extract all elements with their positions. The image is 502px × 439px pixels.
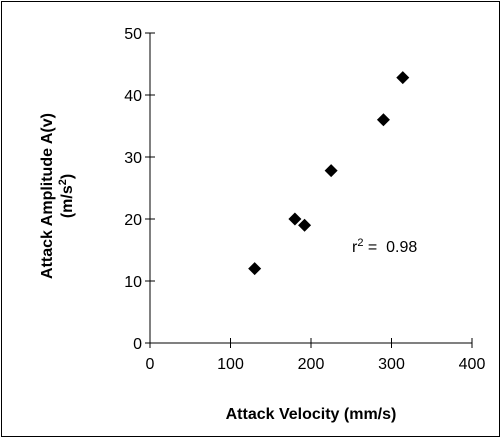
y-axis-title-line1: Attack Amplitude A(v) — [39, 113, 56, 279]
axes — [149, 33, 472, 344]
data-point-diamond — [324, 164, 338, 178]
y-tick-label: 40 — [124, 88, 142, 105]
y-axis-unit-sup: 2 — [57, 179, 69, 185]
y-axis-unit-prefix: (m/s — [59, 185, 76, 218]
r-squared-sup: 2 — [357, 237, 363, 249]
data-point-diamond — [376, 113, 390, 127]
r-squared-prefix: r — [352, 239, 358, 256]
y-tick-label: 20 — [124, 212, 142, 229]
x-axis-title: Attack Velocity (mm/s) — [226, 406, 397, 423]
y-tick-label: 50 — [124, 26, 142, 43]
x-tick-label: 300 — [378, 356, 405, 373]
data-points — [248, 71, 410, 276]
r-squared-annotation: r2 = 0.98 — [352, 237, 417, 256]
y-tick-label: 10 — [124, 274, 142, 291]
y-tick-label: 0 — [133, 336, 142, 353]
ticks: 0 100 200 300 400 0 10 20 30 40 50 — [124, 26, 485, 373]
y-tick-label: 30 — [124, 150, 142, 167]
data-point-diamond — [288, 212, 302, 226]
x-tick-label: 100 — [217, 356, 244, 373]
data-point-diamond — [396, 71, 410, 85]
x-tick-label: 400 — [459, 356, 486, 373]
x-tick-label: 0 — [146, 356, 155, 373]
r-squared-value: = 0.98 — [363, 239, 417, 256]
data-point-diamond — [248, 262, 262, 276]
y-axis-title-line2: (m/s2) — [57, 174, 76, 218]
data-point-diamond — [298, 218, 312, 232]
x-tick-label: 200 — [298, 356, 325, 373]
y-axis-unit-suffix: ) — [59, 174, 76, 179]
